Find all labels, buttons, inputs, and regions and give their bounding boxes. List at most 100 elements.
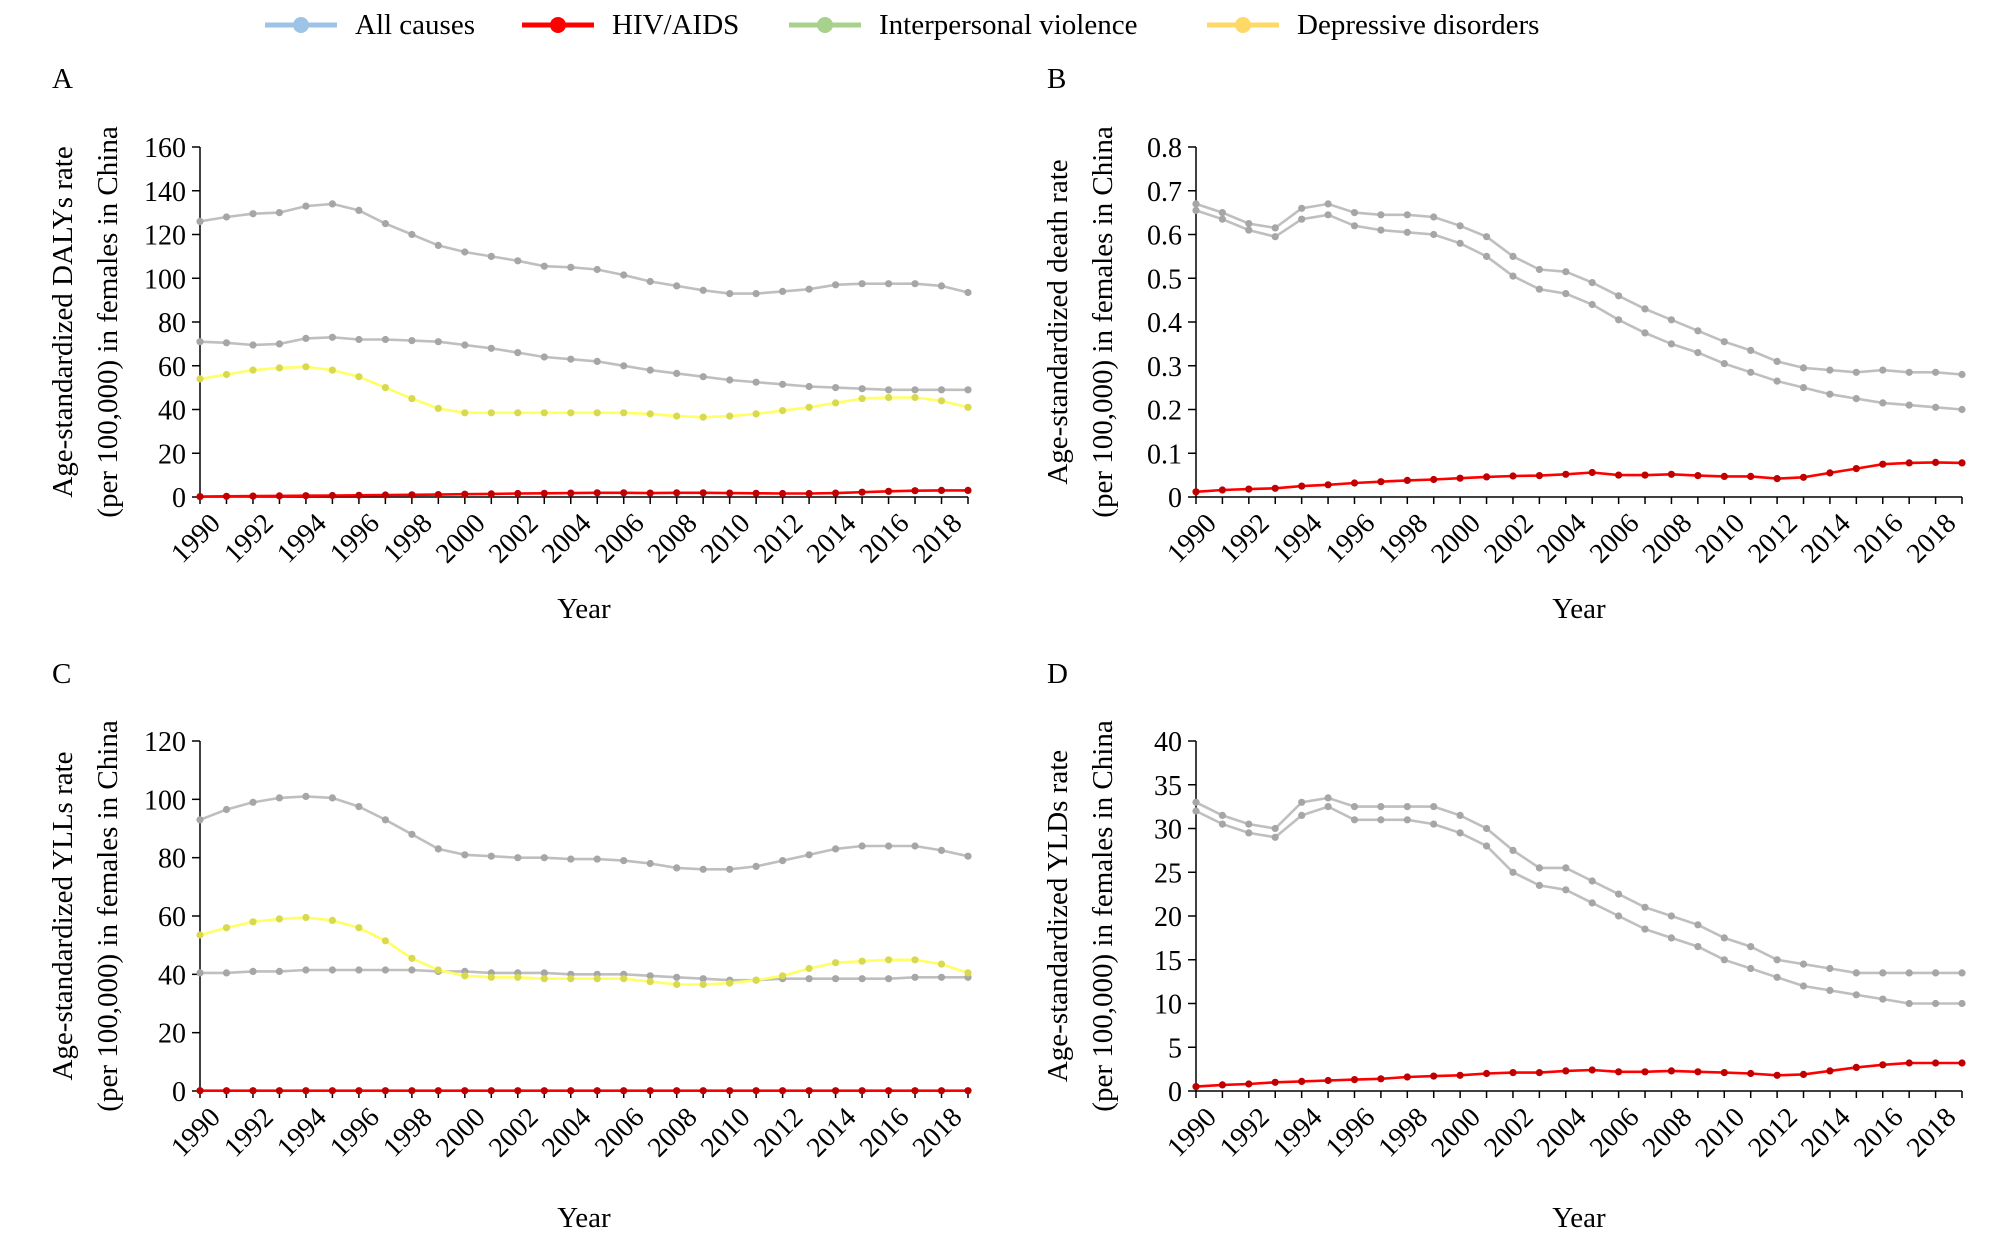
series-line — [199, 202, 969, 295]
data-point — [1747, 472, 1755, 480]
x-tick-label: 2010 — [695, 1102, 757, 1164]
legend-entry-2: Interpersonal violence — [789, 9, 1137, 41]
data-point — [328, 333, 336, 341]
data-point — [1667, 1067, 1675, 1075]
data-point — [1535, 265, 1543, 274]
data-point — [964, 1087, 972, 1095]
data-point — [1747, 943, 1755, 951]
data-point — [1324, 794, 1332, 802]
legend-marker — [817, 17, 833, 33]
x-tick-label: 1998 — [1373, 1102, 1435, 1164]
x-tick-label: 2016 — [1848, 1102, 1910, 1164]
y-tick-label: 0.3 — [1147, 352, 1182, 383]
x-tick-label: 1990 — [165, 1102, 227, 1164]
data-point — [1720, 956, 1728, 964]
data-point — [1456, 811, 1464, 820]
series-line — [1195, 202, 1963, 376]
data-point — [1562, 1067, 1570, 1075]
x-tick-label: 2000 — [1425, 1102, 1487, 1164]
y-tick-label: 25 — [1154, 858, 1182, 889]
data-point — [1483, 842, 1491, 850]
data-point — [593, 357, 601, 365]
data-point — [885, 386, 893, 394]
x-tick-label: 1998 — [377, 1102, 439, 1164]
data-point — [1852, 969, 1860, 977]
x-tick-label: 2010 — [695, 508, 757, 570]
data-point — [1667, 470, 1675, 478]
data-point — [275, 967, 283, 976]
data-point — [302, 966, 310, 974]
legend-marker — [293, 17, 309, 33]
y-tick-label: 20 — [158, 439, 186, 470]
y-axis-title-line2: (per 100,000) in females in China — [92, 126, 124, 518]
data-point — [434, 241, 442, 249]
data-point — [249, 492, 257, 500]
data-point — [805, 1087, 813, 1095]
series-line — [199, 916, 969, 986]
data-point — [1879, 969, 1887, 977]
data-point — [726, 412, 734, 420]
data-point — [302, 363, 310, 371]
x-tick-label: 2004 — [536, 1102, 598, 1164]
data-point — [646, 859, 654, 868]
data-point — [1615, 912, 1623, 920]
data-point — [1799, 960, 1808, 968]
data-point — [1641, 471, 1649, 479]
data-point — [646, 489, 654, 497]
x-tick-label: 2018 — [907, 508, 969, 570]
series-line — [199, 335, 968, 392]
x-tick-label: 2006 — [1584, 508, 1646, 570]
data-point — [355, 966, 363, 974]
data-point — [1509, 272, 1517, 280]
data-point — [355, 1087, 363, 1095]
data-point — [646, 1087, 654, 1095]
data-point — [964, 969, 972, 977]
data-point — [514, 489, 522, 498]
data-point — [1298, 204, 1306, 212]
data-point — [1535, 881, 1543, 890]
data-point — [434, 404, 442, 412]
data-point — [885, 975, 893, 983]
data-point — [514, 257, 522, 265]
data-point — [434, 338, 442, 346]
data-point — [1403, 1073, 1411, 1081]
data-point — [434, 845, 442, 853]
data-point — [593, 265, 601, 274]
series-all-causes — [1192, 794, 1966, 977]
series-hiv-aids — [196, 486, 972, 501]
data-point — [726, 290, 734, 298]
panel-letter: B — [1047, 63, 1066, 95]
x-tick-label: 1998 — [1373, 508, 1435, 570]
data-point — [1958, 459, 1966, 467]
data-point — [832, 399, 840, 407]
data-point — [1245, 820, 1253, 828]
data-point — [885, 393, 893, 402]
data-point — [911, 280, 919, 288]
data-point — [1852, 1063, 1860, 1071]
y-axis-title-line2: (per 100,000) in females in China — [1087, 720, 1119, 1112]
data-point — [1799, 982, 1808, 990]
data-point — [196, 816, 204, 824]
data-point — [1509, 1069, 1517, 1077]
data-point — [1905, 999, 1913, 1008]
data-point — [540, 854, 548, 862]
data-point — [1879, 460, 1887, 468]
y-tick-label: 60 — [158, 352, 186, 383]
data-point — [858, 975, 866, 983]
data-point — [1271, 484, 1279, 492]
series-interpersonal-violence — [196, 333, 972, 394]
data-point — [620, 857, 628, 865]
data-point — [885, 487, 893, 495]
data-point — [1720, 934, 1728, 942]
x-tick-label: 2002 — [1478, 1102, 1540, 1164]
data-point — [832, 281, 840, 289]
data-point — [858, 1087, 866, 1095]
data-point — [328, 1087, 336, 1095]
panel-letter: C — [52, 658, 71, 690]
data-point — [1958, 999, 1966, 1008]
data-point — [302, 792, 310, 801]
data-point — [328, 966, 336, 974]
x-tick-label: 1992 — [218, 508, 280, 570]
x-tick-label: 2000 — [1425, 508, 1487, 570]
data-point — [249, 341, 257, 349]
